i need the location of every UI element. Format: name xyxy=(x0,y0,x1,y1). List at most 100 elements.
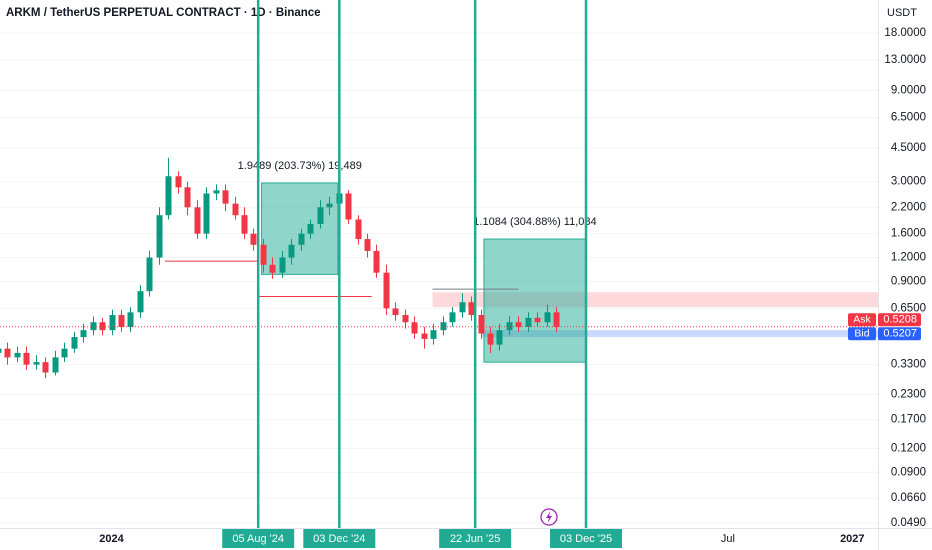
y-tick-label: 0.1700 xyxy=(891,414,926,426)
y-tick-label: 4.5000 xyxy=(891,142,926,154)
candle-body xyxy=(0,348,2,353)
candle-body xyxy=(137,291,144,313)
candle-body xyxy=(544,312,551,323)
y-tick-label: 0.9000 xyxy=(891,275,926,287)
candle-body xyxy=(383,272,390,309)
candle-body xyxy=(298,233,305,245)
y-tick-label: 0.0900 xyxy=(891,466,926,478)
marker-label: 22 Jun '25 xyxy=(450,533,500,545)
candle-body xyxy=(90,322,97,331)
candle-body xyxy=(411,322,418,334)
y-tick-label: 0.0490 xyxy=(891,517,926,529)
candle-body xyxy=(326,203,333,208)
candle-body xyxy=(515,322,522,327)
y-tick-label: 13.0000 xyxy=(884,54,926,66)
y-tick-label: 3.0000 xyxy=(891,176,926,188)
candle-body xyxy=(175,176,182,188)
bid-tag-label: Bid xyxy=(854,328,869,340)
candle-body xyxy=(127,312,134,327)
candle-body xyxy=(184,187,191,208)
candle-body xyxy=(355,219,362,240)
ask-price-bg xyxy=(878,313,921,327)
candle-body xyxy=(80,330,87,338)
candle-body xyxy=(165,176,172,216)
y-tick-label: 0.6500 xyxy=(891,302,926,314)
plot-area xyxy=(0,32,878,524)
ask-tag-label: Ask xyxy=(853,314,871,326)
y-tick-label: 1.6000 xyxy=(891,228,926,240)
y-tick-label: 9.0000 xyxy=(891,85,926,97)
candle-body xyxy=(42,362,49,373)
marker-label: 03 Dec '24 xyxy=(313,533,365,545)
candle-body xyxy=(288,244,295,258)
bid-price: 0.5207 xyxy=(883,328,917,340)
candle-body xyxy=(194,207,201,234)
candle-body xyxy=(203,193,210,234)
candle-body xyxy=(71,337,78,349)
candle-body xyxy=(156,215,163,258)
y-tick-label: 18.0000 xyxy=(884,27,926,39)
candle-body xyxy=(14,352,21,358)
candle-body xyxy=(345,193,352,220)
candle-body xyxy=(364,239,371,251)
candle-body xyxy=(373,250,380,273)
candle-body xyxy=(430,330,437,339)
candle-body xyxy=(402,315,409,323)
candle-body xyxy=(109,315,116,331)
candle-body xyxy=(146,257,153,292)
x-tick-label: 2024 xyxy=(99,533,124,545)
y-tick-label: 0.2300 xyxy=(891,389,926,401)
x-tick-label: 2027 xyxy=(840,533,864,545)
candle-body xyxy=(553,312,560,327)
candle-body xyxy=(118,315,125,327)
candle-body xyxy=(487,333,494,345)
marker-label-bg xyxy=(222,529,295,548)
measure-label: 1.1084 (304.88%) 11,084 xyxy=(473,216,596,228)
candle-body xyxy=(478,315,485,334)
candle-body xyxy=(317,207,324,224)
candle-body xyxy=(307,223,314,234)
chart-title: ARKM / TetherUS PERPETUAL CONTRACT · 1D … xyxy=(6,7,321,19)
candle-body xyxy=(4,348,11,358)
candle-body xyxy=(23,352,30,365)
candle-body xyxy=(250,233,257,245)
candle-body xyxy=(260,244,267,265)
marker-label-bg xyxy=(303,529,376,548)
candle-body xyxy=(61,348,68,358)
y-tick-label: 2.2000 xyxy=(891,201,926,213)
y-axis-unit: USDT xyxy=(887,7,917,19)
candle-body xyxy=(449,312,456,323)
marker-label: 05 Aug '24 xyxy=(232,533,284,545)
x-tick-label: Jul xyxy=(721,533,735,545)
candle-body xyxy=(459,302,466,313)
candle-body xyxy=(534,317,541,323)
y-tick-label: 0.0660 xyxy=(891,492,926,504)
measure-box xyxy=(261,182,339,275)
measure-label: 1.9489 (203.73%) 19,489 xyxy=(238,160,362,172)
y-tick-label: 6.5000 xyxy=(891,111,926,123)
ask-tag-bg xyxy=(848,313,876,327)
candle-body xyxy=(99,322,106,331)
y-tick-label: 0.3300 xyxy=(891,359,926,371)
bid-price-bg xyxy=(878,327,921,341)
candle-body xyxy=(232,203,239,216)
candle-body xyxy=(496,330,503,345)
marker-label-bg xyxy=(550,529,623,548)
marker-label: 03 Dec '25 xyxy=(560,533,612,545)
candle-body xyxy=(33,362,40,365)
ask-price: 0.5208 xyxy=(883,314,917,326)
marker-label-bg xyxy=(439,529,512,548)
candle-body xyxy=(222,190,229,204)
candle-body xyxy=(392,308,399,316)
candle-body xyxy=(279,257,286,273)
event-icon[interactable] xyxy=(540,508,558,526)
candle-body xyxy=(269,264,276,273)
bid-tag-bg xyxy=(848,327,876,341)
candle-body xyxy=(440,322,447,331)
candle-body xyxy=(421,333,428,339)
candle-body xyxy=(506,322,513,331)
candle-body xyxy=(52,357,59,373)
candle-body xyxy=(241,215,248,234)
